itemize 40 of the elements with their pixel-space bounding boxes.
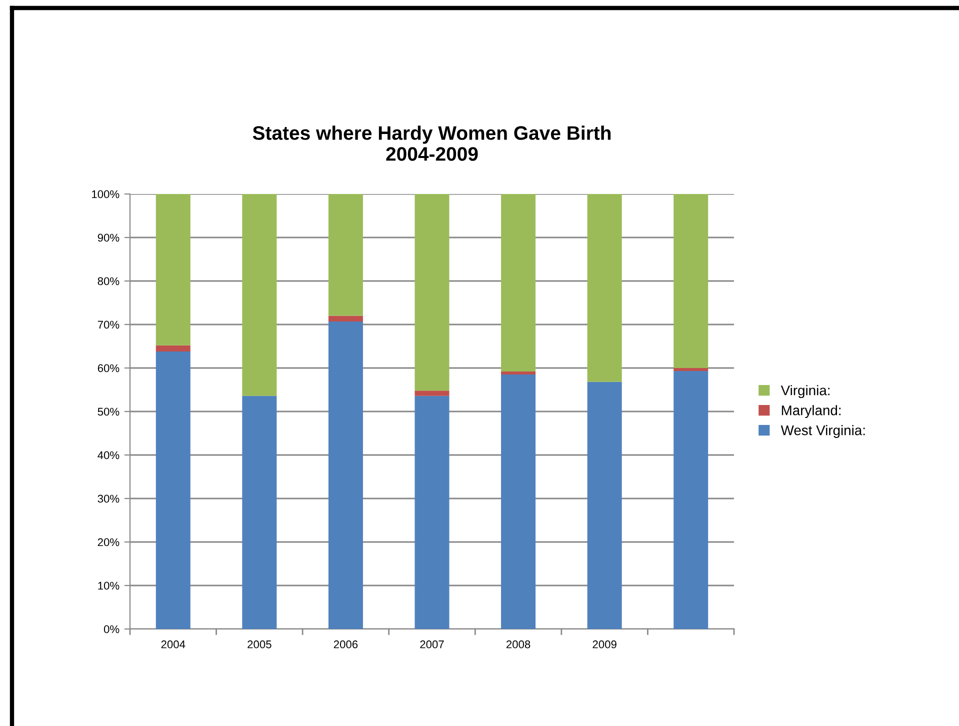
bar xyxy=(328,321,363,629)
y-tick-label: 10% xyxy=(98,582,120,590)
bar xyxy=(674,371,708,629)
bar xyxy=(587,382,622,629)
bar xyxy=(414,396,450,629)
y-tick-label: 20% xyxy=(98,538,120,546)
bar xyxy=(501,194,536,372)
y-tick-label: 60% xyxy=(98,364,120,372)
x-tick-label: 2008 xyxy=(506,640,530,648)
y-tick-label: 0% xyxy=(104,625,120,634)
bar xyxy=(242,396,277,629)
bar xyxy=(587,194,622,382)
y-tick-label: 70% xyxy=(98,320,120,329)
bar xyxy=(501,371,536,375)
bar xyxy=(156,351,190,629)
bar xyxy=(156,194,190,346)
x-tick-label: 2005 xyxy=(248,640,272,648)
bar xyxy=(328,194,363,316)
bar xyxy=(674,194,708,368)
y-tick-label: 50% xyxy=(98,408,120,416)
x-tick-label: 2004 xyxy=(161,640,186,648)
legend-label: Virginia: xyxy=(780,385,830,398)
y-tick-label: 90% xyxy=(98,234,120,242)
bar xyxy=(414,390,450,396)
legend-label: Maryland: xyxy=(782,405,841,418)
bar xyxy=(242,194,277,396)
chart-title: States where Hardy Women Gave Birth 2004-2009 xyxy=(252,126,611,161)
y-tick-label: 80% xyxy=(98,277,120,286)
bar xyxy=(414,194,450,391)
y-tick-label: 30% xyxy=(98,494,120,503)
bar xyxy=(156,345,190,352)
x-tick-label: 2007 xyxy=(420,640,444,648)
x-tick-label: 2009 xyxy=(592,640,616,648)
bar xyxy=(674,368,708,372)
bar xyxy=(501,374,536,629)
bar xyxy=(328,316,363,322)
x-tick-label: 2006 xyxy=(334,640,358,648)
y-tick-label: 100% xyxy=(92,190,120,198)
y-tick-label: 40% xyxy=(98,451,120,460)
legend-label: West Virginia: xyxy=(780,425,865,438)
